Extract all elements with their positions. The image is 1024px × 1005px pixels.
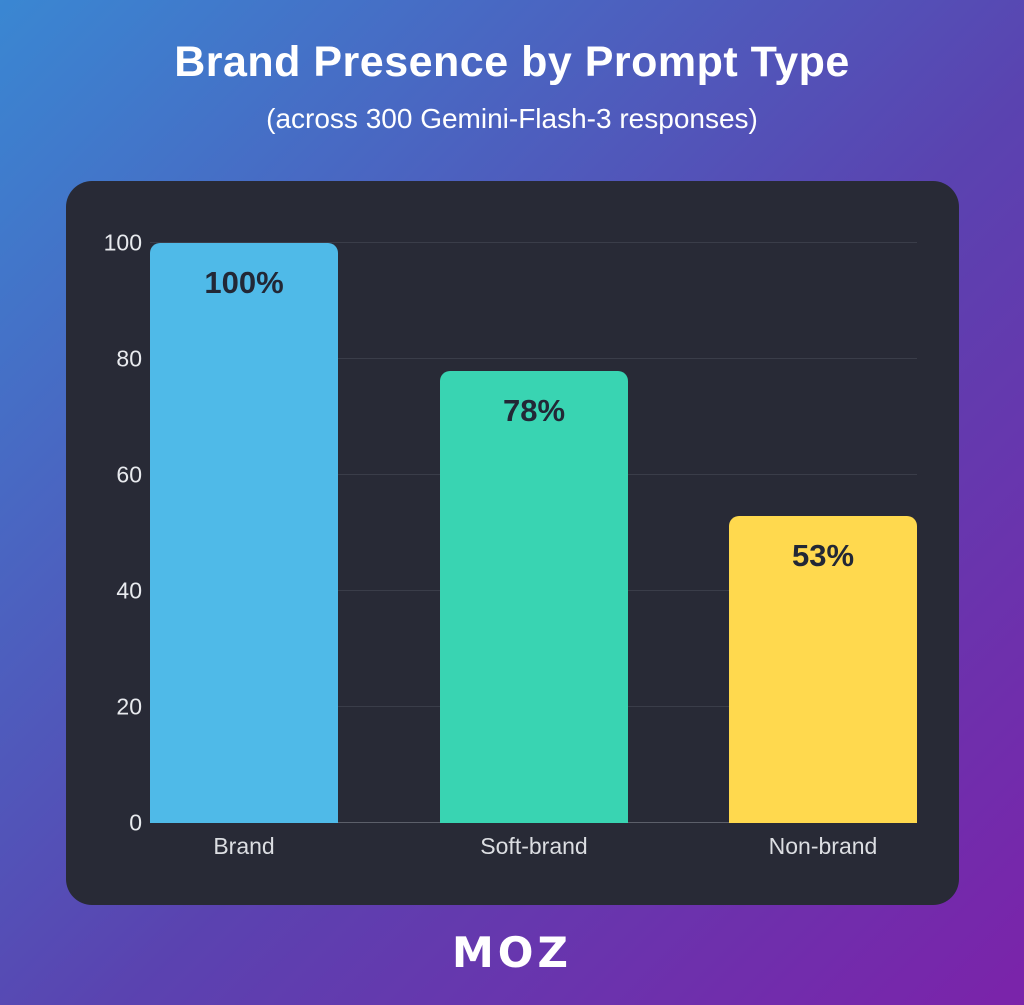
bar-slot-non-brand: 53% xyxy=(729,243,917,823)
y-axis-tick-20: 20 xyxy=(116,693,142,720)
y-axis: 0 20 40 60 80 100 xyxy=(74,231,142,834)
bar-brand: 100% xyxy=(150,243,338,823)
bar-value-label-brand: 100% xyxy=(204,265,284,300)
x-axis-label-soft-brand: Soft-brand xyxy=(480,833,588,859)
grid-line-80 xyxy=(150,358,917,359)
chart-title: Brand Presence by Prompt Type xyxy=(174,38,850,86)
chart-header: Brand Presence by Prompt Type (across 30… xyxy=(0,38,1024,135)
chart-subtitle: (across 300 Gemini-Flash-3 responses) xyxy=(266,103,758,134)
grid-line-100 xyxy=(150,242,917,243)
bar-value-label-non-brand: 53% xyxy=(791,537,855,573)
y-axis-tick-80: 80 xyxy=(116,345,142,372)
y-axis-tick-60: 60 xyxy=(116,461,142,488)
moz-logo: MOZ xyxy=(452,928,572,977)
y-axis-tick-40: 40 xyxy=(116,577,142,604)
bar-non-brand: 53% xyxy=(729,515,917,823)
bar-slot-brand: 100% xyxy=(150,243,338,823)
x-axis-label-brand: Brand xyxy=(213,833,275,859)
bar-soft-brand: 78% xyxy=(440,370,628,823)
y-axis-tick-100: 100 xyxy=(103,229,142,256)
chart-panel: 0 20 40 60 80 100 100% 78% 53% Brand Soft-brand N… xyxy=(66,181,959,905)
x-axis-label-non-brand: Non-brand xyxy=(768,833,878,859)
plot-area: 100% 78% 53% xyxy=(150,242,917,823)
bar-value-label-soft-brand: 78% xyxy=(502,392,566,428)
footer: MOZ xyxy=(0,928,1024,977)
x-axis: Brand Soft-brand Non-brand xyxy=(150,833,917,863)
bar-slot-soft-brand: 78% xyxy=(440,243,628,823)
y-axis-tick-0: 0 xyxy=(129,809,142,836)
